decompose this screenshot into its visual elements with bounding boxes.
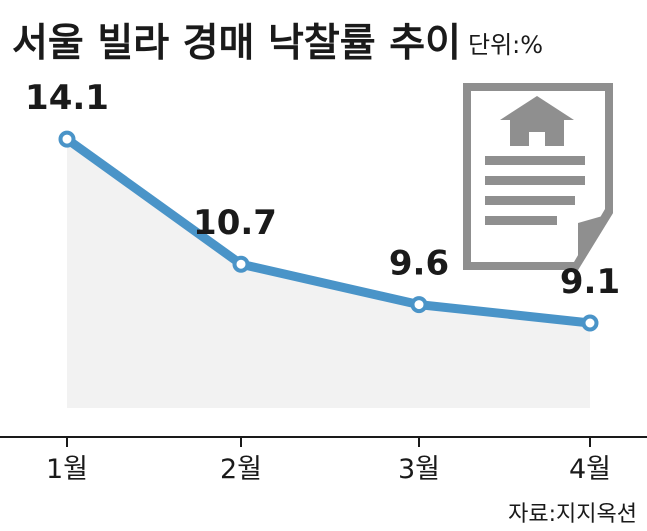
house-body [510,120,564,146]
house-roof [500,96,574,120]
label-layer: 14.1 10.7 9.6 9.1 [25,78,620,302]
series-line [62,134,595,328]
unit-label: 단위:% [468,31,543,59]
data-point [410,296,428,314]
chart-title: 서울 빌라 경매 낙찰률 추이 [12,21,461,66]
text-line-2 [485,176,585,185]
data-label: 9.6 [389,244,449,284]
text-line-4 [485,216,557,225]
data-label: 9.1 [560,262,620,302]
x-tick-label: 2월 [220,454,262,485]
tick-layer: 1월 2월 3월 4월 [46,437,611,485]
source-label: 자료:지지옥션 [508,502,637,527]
x-tick-label: 3월 [398,454,440,485]
data-point [581,314,599,332]
area-layer [67,139,590,408]
x-tick-label: 4월 [569,454,611,485]
line-layer [62,134,595,328]
data-point [232,255,250,273]
point-layer [58,130,599,332]
x-tick-label: 1월 [46,454,88,485]
data-label: 10.7 [193,203,277,243]
document-house-icon [463,83,613,270]
document-folded-corner [578,213,613,270]
data-point [58,130,76,148]
text-line-3 [485,196,575,205]
text-line-1 [485,156,585,165]
data-label: 14.1 [25,78,109,118]
area-fill [67,139,590,408]
